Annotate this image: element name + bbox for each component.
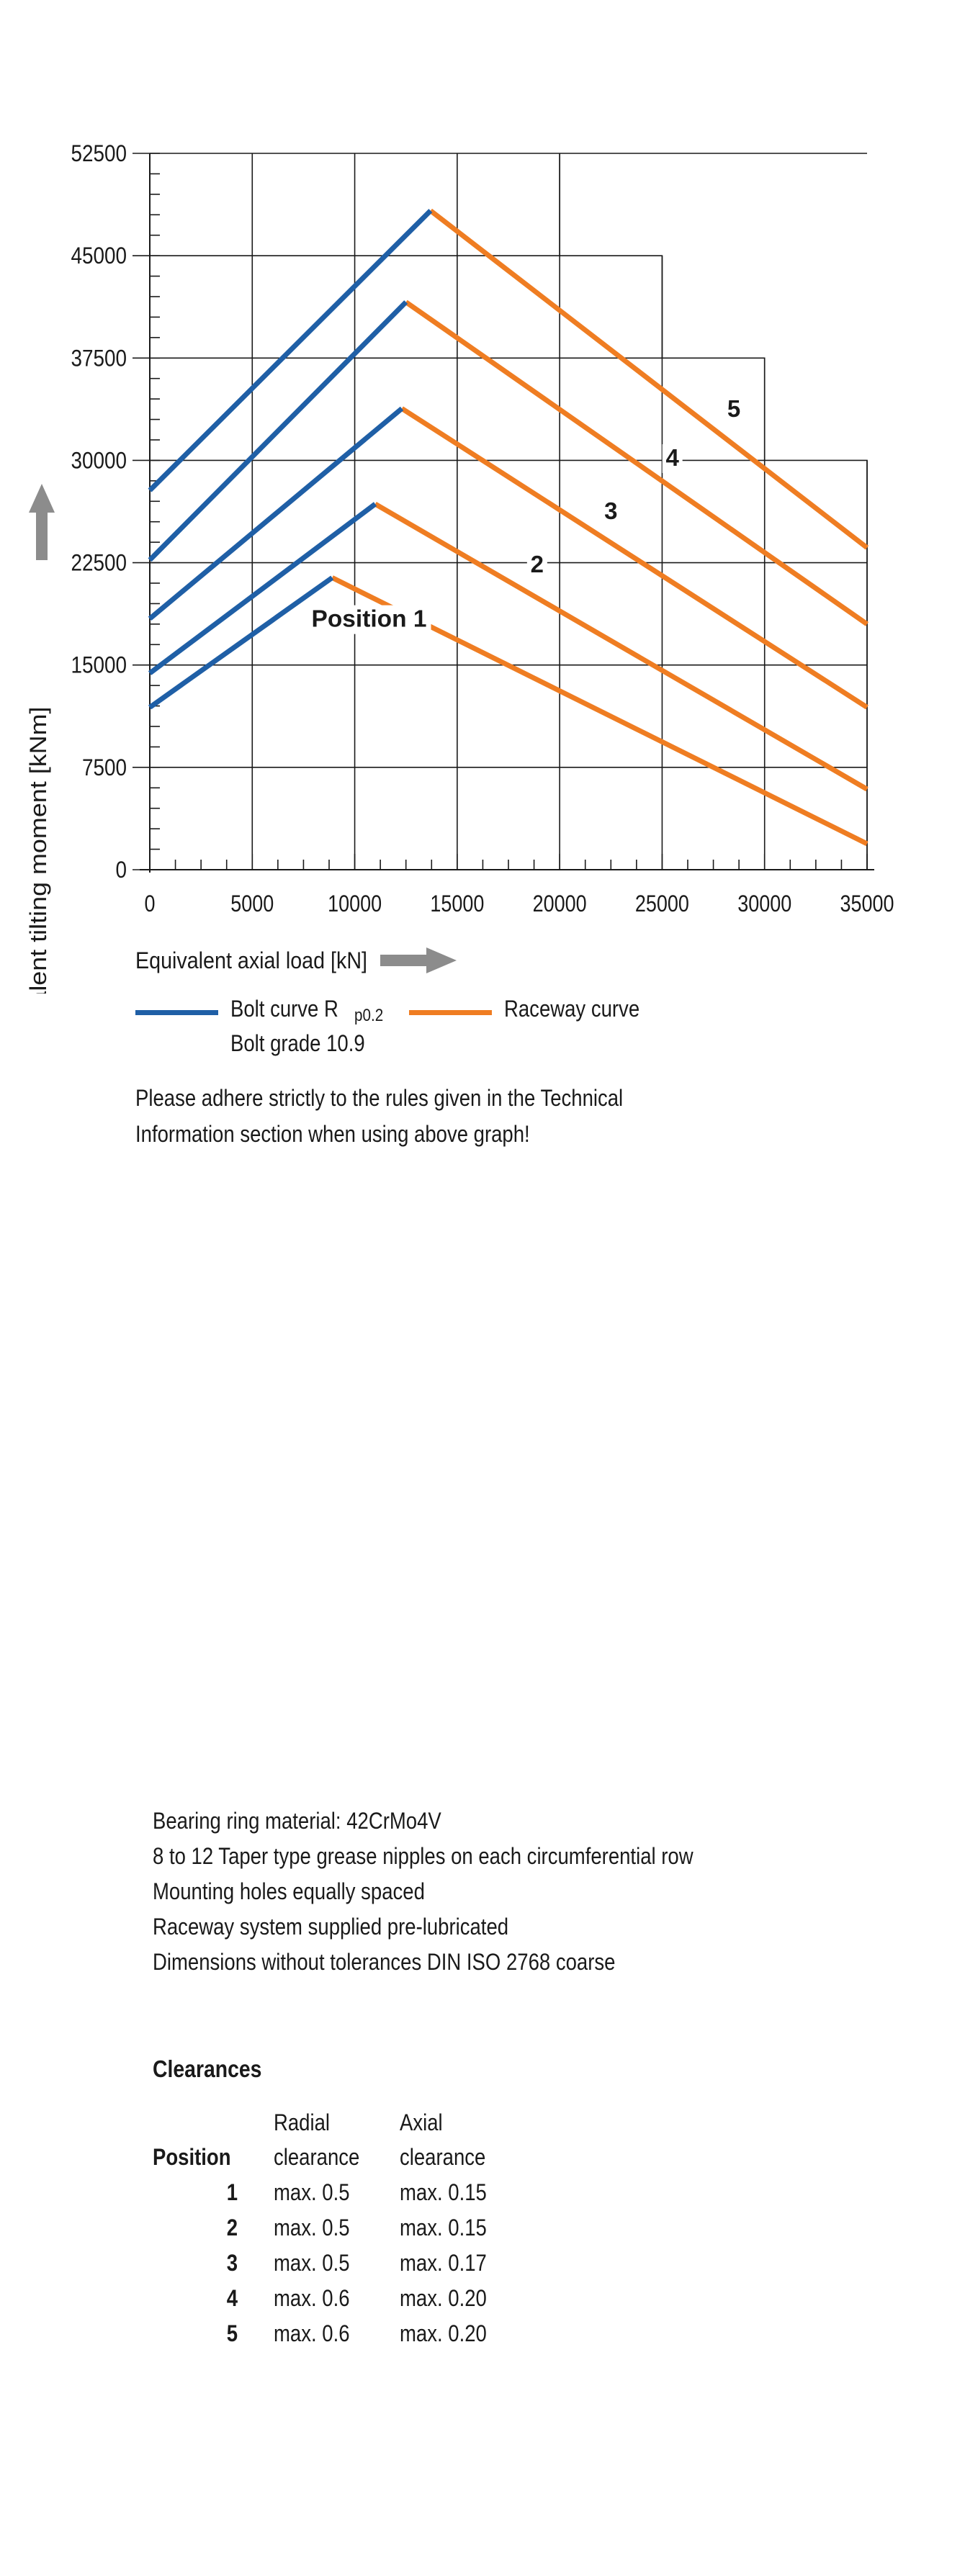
col-radial-header-2: clearance bbox=[274, 2144, 360, 2170]
y-axis-label: Equivalent tilting moment [kNm] bbox=[25, 707, 51, 994]
y-tick-label: 37500 bbox=[71, 345, 127, 371]
legend-raceway-label: Raceway curve bbox=[504, 996, 640, 1022]
curve-label-bg bbox=[601, 497, 621, 526]
row-axial: max. 0.20 bbox=[400, 2285, 487, 2311]
row-axial: max. 0.15 bbox=[400, 2179, 487, 2205]
y-tick-label: 22500 bbox=[71, 550, 127, 576]
curve-label-bg bbox=[526, 550, 547, 580]
spec-item: Raceway system supplied pre-lubricated bbox=[153, 1914, 509, 1940]
bolt-curve-3 bbox=[148, 406, 404, 621]
clearances-title: Clearances bbox=[153, 2055, 262, 2082]
chart-legend: Bolt curve R p0.2 Bolt grade 10.9 Racewa… bbox=[135, 996, 712, 1069]
curve-label-3: 3 bbox=[604, 497, 617, 524]
graph-note-line-1: Please adhere strictly to the rules give… bbox=[135, 1085, 624, 1111]
row-position: 1 bbox=[226, 2179, 238, 2205]
chart-axes bbox=[140, 153, 874, 873]
spec-item: Bearing ring material: 42CrMo4V bbox=[153, 1808, 441, 1834]
y-tick-label: 15000 bbox=[71, 652, 127, 678]
legend-bolt-grade: Bolt grade 10.9 bbox=[230, 1030, 365, 1056]
chart-curves bbox=[148, 208, 869, 847]
y-tick-label: 45000 bbox=[71, 243, 127, 269]
x-tick-label: 30000 bbox=[737, 891, 791, 917]
spec-list: Bearing ring material: 42CrMo4V 8 to 12 … bbox=[153, 1803, 694, 1980]
bolt-curve-2 bbox=[148, 502, 377, 675]
grid-boundary bbox=[559, 153, 868, 870]
x-axis-arrow bbox=[380, 947, 457, 973]
row-radial: max. 0.6 bbox=[274, 2320, 350, 2346]
curve-label-4: 4 bbox=[665, 444, 679, 471]
row-radial: max. 0.5 bbox=[274, 2250, 350, 2276]
row-position: 3 bbox=[226, 2250, 238, 2276]
y-tick-label: 7500 bbox=[82, 755, 127, 780]
raceway-curve-3 bbox=[400, 406, 868, 710]
bolt-curve-1 bbox=[148, 575, 334, 710]
legend-bolt-subscript: p0.2 bbox=[354, 1006, 384, 1025]
col-axial-header-2: clearance bbox=[400, 2144, 486, 2170]
row-axial: max. 0.15 bbox=[400, 2215, 487, 2241]
x-tick-label: 20000 bbox=[533, 891, 587, 917]
bolt-curve-4 bbox=[148, 300, 408, 562]
curve-label-bg bbox=[662, 444, 683, 474]
y-tick-label: 30000 bbox=[71, 447, 127, 473]
row-position: 2 bbox=[226, 2215, 238, 2241]
chart: 0 5000 10000 15000 20000 25000 30000 35000 0 7500… bbox=[25, 140, 894, 994]
x-tick-label: 25000 bbox=[635, 891, 689, 917]
raceway-curve-5 bbox=[428, 208, 869, 550]
graph-note-line-2: Information section when using above gra… bbox=[135, 1121, 530, 1147]
row-radial: max. 0.6 bbox=[274, 2285, 350, 2311]
bolt-curve-5 bbox=[148, 209, 433, 492]
chart-labels: 0 5000 10000 15000 20000 25000 30000 35000 0 7500… bbox=[25, 140, 894, 994]
x-axis-label: Equivalent axial load [kN] bbox=[135, 947, 367, 973]
spec-item: Dimensions without tolerances DIN ISO 27… bbox=[153, 1949, 616, 1975]
raceway-curve-2 bbox=[374, 502, 868, 792]
col-axial-header-1: Axial bbox=[400, 2109, 443, 2135]
row-position: 5 bbox=[226, 2320, 238, 2346]
x-tick-label: 35000 bbox=[840, 891, 894, 917]
col-position-header: Position bbox=[153, 2144, 231, 2170]
spec-item: Mounting holes equally spaced bbox=[153, 1878, 425, 1904]
x-tick-label: 0 bbox=[145, 891, 156, 917]
y-tick-label: 0 bbox=[116, 857, 127, 883]
row-position: 4 bbox=[226, 2285, 238, 2311]
legend-bolt-swatch bbox=[135, 1010, 218, 1015]
y-axis-arrow bbox=[29, 484, 55, 560]
curve-label-bg bbox=[724, 395, 745, 424]
col-radial-header-1: Radial bbox=[274, 2109, 331, 2135]
row-axial: max. 0.20 bbox=[400, 2320, 487, 2346]
x-tick-label: 10000 bbox=[328, 891, 382, 917]
chart-grid bbox=[150, 153, 868, 870]
chart-ticks bbox=[133, 153, 868, 870]
y-tick-label: 52500 bbox=[71, 140, 127, 166]
curve-label-5: 5 bbox=[727, 395, 740, 422]
curve-label-2: 2 bbox=[531, 551, 544, 577]
x-tick-label: 5000 bbox=[230, 891, 274, 917]
graph-note: Please adhere strictly to the rules give… bbox=[135, 1080, 623, 1152]
curve-label-bg bbox=[307, 605, 431, 634]
row-axial: max. 0.17 bbox=[400, 2250, 487, 2276]
legend-raceway-swatch bbox=[409, 1010, 492, 1015]
x-tick-label: 15000 bbox=[430, 891, 484, 917]
legend-bolt-label: Bolt curve R bbox=[230, 996, 338, 1022]
row-radial: max. 0.5 bbox=[274, 2179, 350, 2205]
curve-label-1: Position 1 bbox=[311, 605, 426, 632]
raceway-curve-4 bbox=[404, 300, 869, 626]
spec-item: 8 to 12 Taper type grease nipples on eac… bbox=[153, 1843, 694, 1869]
row-radial: max. 0.5 bbox=[274, 2215, 350, 2241]
